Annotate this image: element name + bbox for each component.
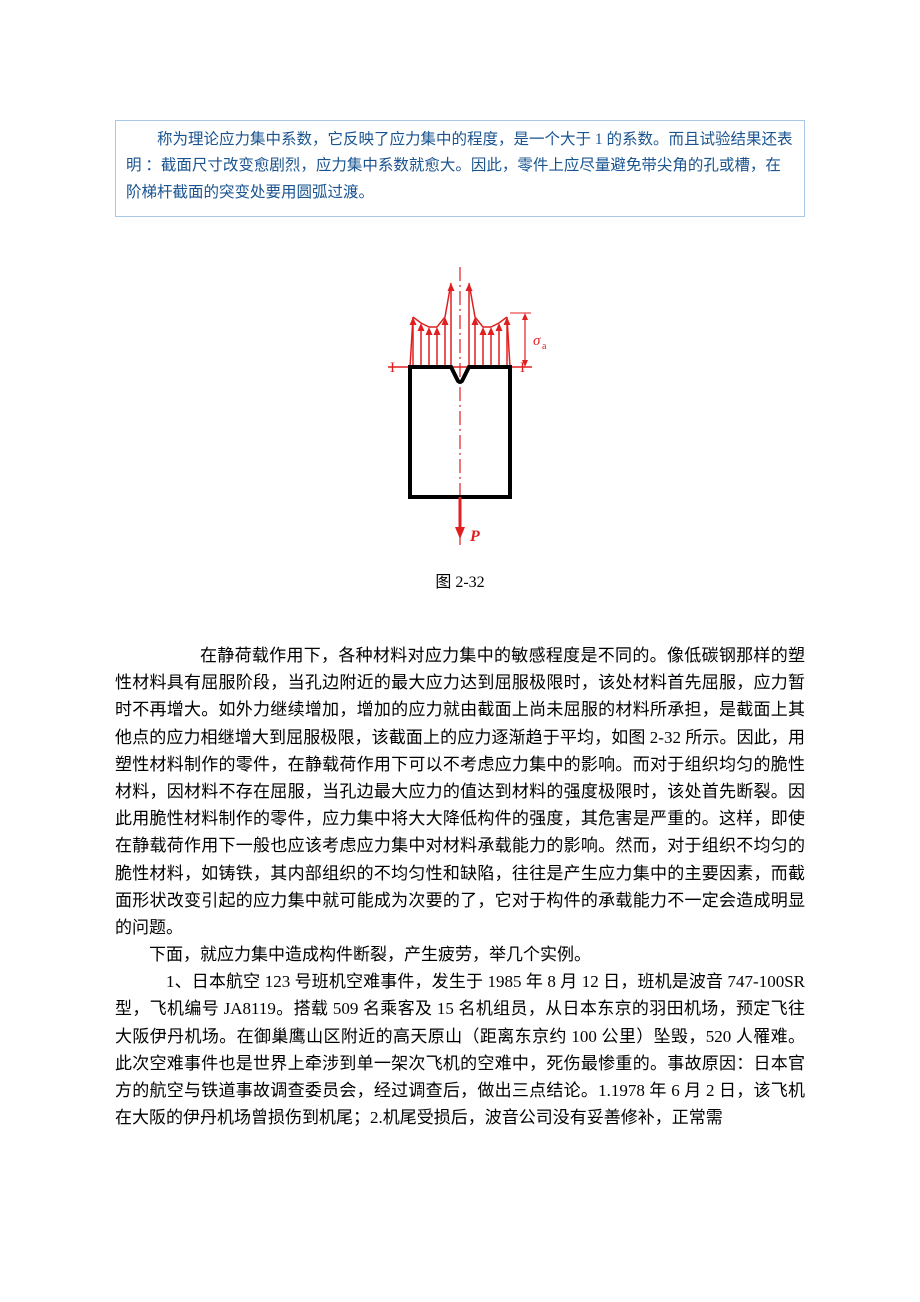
paragraph-1: 在静荷载作用下，各种材料对应力集中的敏感程度是不同的。像低碳钢那样的塑性材料具有…	[115, 642, 805, 941]
svg-text:a: a	[542, 341, 547, 352]
paragraph-3: 1、日本航空 123 号班机空难事件，发生于 1985 年 8 月 12 日，班…	[115, 968, 805, 1131]
figure-caption: 图 2-32	[115, 568, 805, 592]
intro-box: 称为理论应力集中系数，它反映了应力集中的程度，是一个大于 1 的系数。而且试验结…	[115, 120, 805, 217]
svg-text:σ: σ	[533, 333, 541, 349]
paragraph-2: 下面，就应力集中造成构件断裂，产生疲劳，举几个实例。	[115, 941, 805, 968]
intro-text: 称为理论应力集中系数，它反映了应力集中的程度，是一个大于 1 的系数。而且试验结…	[126, 127, 794, 206]
stress-diagram: σa I I P	[365, 257, 555, 562]
stress-svg: σa I I P	[365, 257, 555, 557]
figure-2-32: σa I I P 图 2-32	[115, 257, 805, 592]
svg-text:I: I	[390, 360, 395, 376]
svg-text:I: I	[520, 360, 525, 376]
svg-text:P: P	[469, 528, 480, 545]
